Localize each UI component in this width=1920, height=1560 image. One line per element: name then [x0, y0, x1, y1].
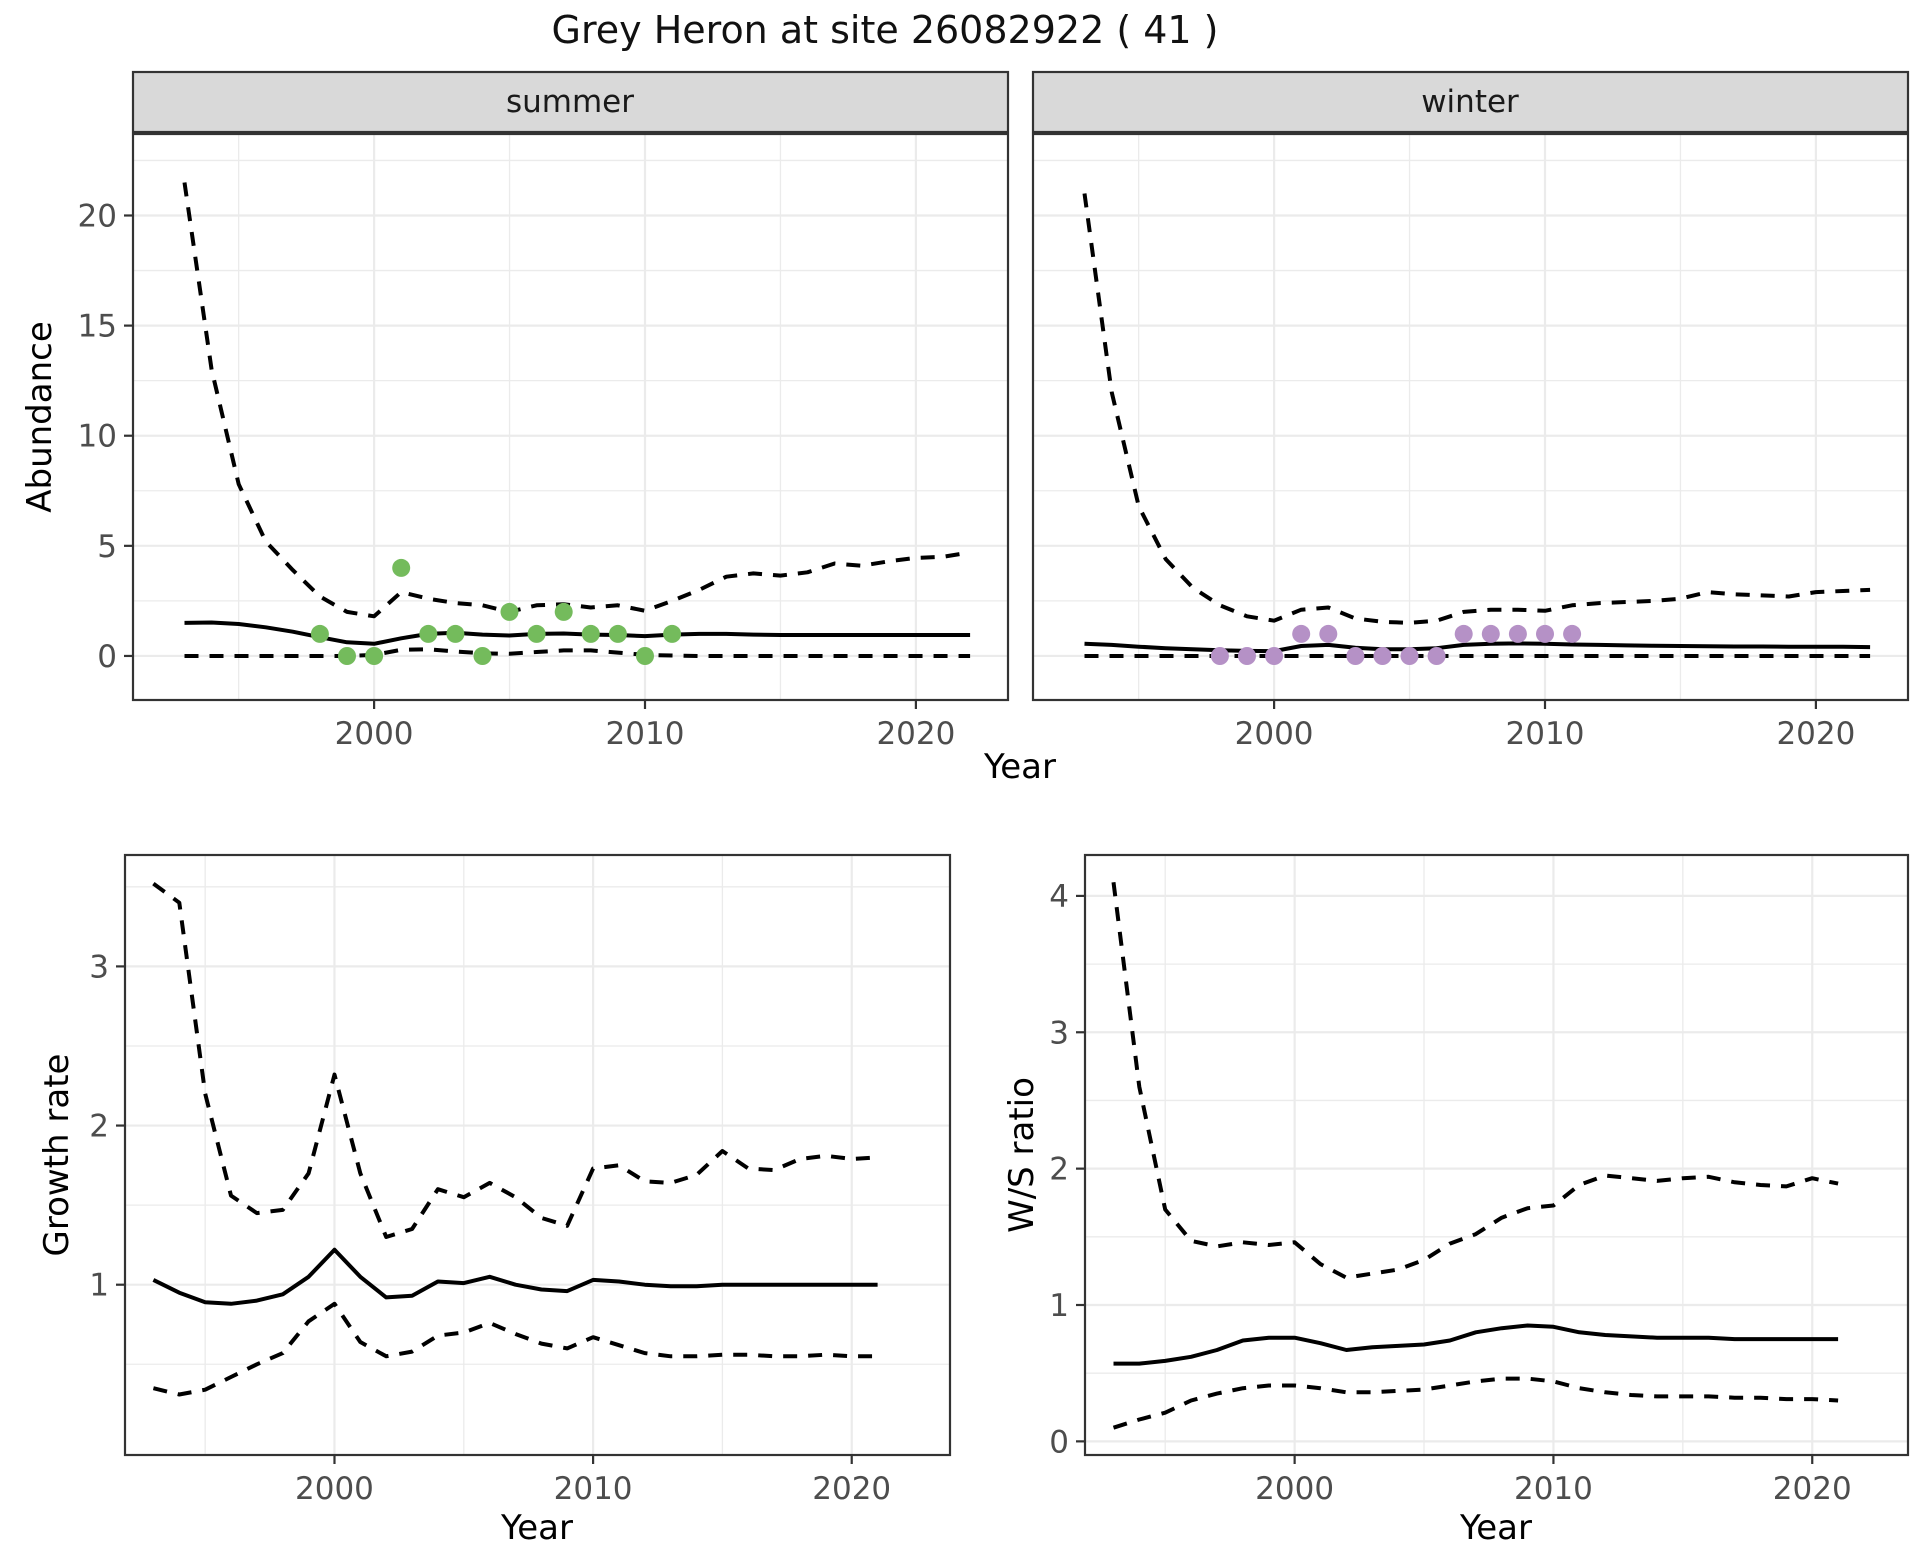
growth-rate-y-axis-title: Growth rate: [37, 1053, 77, 1257]
abundance-y-axis-title: Abundance: [20, 321, 60, 513]
summer-observation-point: [338, 647, 356, 665]
winter-observation-point: [1373, 647, 1392, 665]
y-tick-label: 1: [1049, 1288, 1069, 1324]
summer-observation-point: [446, 624, 465, 643]
facet-strip-summer: [131, 70, 1010, 134]
growth-rate-panel-background: [125, 855, 950, 1455]
summer-panel: 2000 2010 2020 0 5 10 15 20: [78, 132, 1010, 752]
growth-rate-fit-line: [152, 1247, 878, 1306]
x-tick-label: 2010: [554, 1471, 633, 1507]
winter-observation-point: [1400, 647, 1419, 665]
ws-ratio-data-layer: [1111, 882, 1839, 1430]
summer-observation-point: [310, 624, 329, 643]
winter-panel-background: [1033, 134, 1908, 700]
summer-panel-background: [133, 134, 1008, 700]
summer-observation-point: [581, 624, 600, 643]
winter-observation-point: [1563, 624, 1582, 643]
summer-lower_ci-line: [184, 647, 971, 658]
y-tick-label: 0: [97, 639, 117, 675]
y-tick-label: 10: [78, 419, 117, 455]
winter-observation-point: [1292, 624, 1311, 643]
winter-observation-point: [1238, 647, 1256, 665]
growth-rate-x-axis-title: Year: [501, 1508, 573, 1548]
y-tick-label: 2: [1049, 1152, 1069, 1188]
y-tick-label: 3: [1049, 1015, 1069, 1051]
winter-observation-point: [1265, 647, 1284, 665]
winter-data-layer: [1082, 193, 1871, 665]
summer-observation-point: [365, 647, 384, 665]
y-tick-label: 4: [1049, 879, 1069, 915]
ws-ratio-x-axis-title: Year: [1460, 1508, 1532, 1548]
summer-panel-border: [131, 132, 1010, 702]
abundance-x-axis-title: Year: [984, 747, 1056, 787]
chart-title: Grey Heron at site 26082922 ( 41 ): [551, 8, 1219, 52]
summer-observation-point: [500, 602, 519, 621]
winter-observation-point: [1319, 624, 1338, 643]
y-tick-label: 1: [89, 1268, 109, 1304]
winter-observation-point: [1427, 647, 1446, 665]
growth-rate-data-layer: [152, 881, 878, 1397]
winter-axis-ticks: 2000 2010 2020: [1235, 700, 1855, 752]
ws-ratio-gridlines: [1085, 855, 1908, 1455]
winter-observation-point: [1346, 647, 1365, 665]
summer-observation-point: [419, 624, 438, 643]
winter-panel-border: [1031, 132, 1910, 702]
ws-ratio-panel-border: [1083, 853, 1910, 1457]
ws-ratio-y-axis-title: W/S ratio: [1002, 1077, 1042, 1233]
winter-panel: 2000 2010 2020: [1031, 132, 1910, 752]
x-tick-label: 2020: [1776, 716, 1855, 752]
y-tick-label: 0: [1049, 1424, 1069, 1460]
x-tick-label: 2010: [1514, 1471, 1593, 1507]
winter-observation-point: [1508, 624, 1527, 643]
x-tick-label: 2000: [1235, 716, 1314, 752]
winter-observation-point: [1481, 624, 1500, 643]
y-tick-label: 15: [78, 309, 117, 345]
growth-rate-panel-border: [123, 853, 952, 1457]
summer-data-layer: [182, 182, 971, 665]
ws-ratio-panel-background: [1085, 855, 1908, 1455]
y-tick-label: 5: [97, 529, 117, 565]
x-tick-label: 2020: [876, 716, 955, 752]
x-tick-label: 2000: [335, 716, 414, 752]
summer-observation-point: [527, 624, 546, 643]
y-tick-label: 20: [78, 198, 117, 234]
facet-strip-winter: [1031, 70, 1910, 134]
growth-rate-panel: 2000 2010 2020 1 2 3: [89, 853, 952, 1507]
ws-ratio-upper_ci-line: [1111, 882, 1839, 1280]
x-tick-label: 2000: [295, 1471, 374, 1507]
winter-upper_ci-line: [1082, 193, 1871, 625]
summer-observation-point: [636, 647, 654, 665]
winter-observation-point: [1210, 647, 1229, 665]
growth-rate-upper_ci-line: [152, 881, 878, 1239]
x-tick-label: 2020: [812, 1471, 891, 1507]
winter-observation-point: [1454, 624, 1473, 643]
summer-observation-point: [392, 558, 411, 577]
ws-ratio-axis-ticks: 2000 2010 2020 0 1 2 3 4: [1049, 879, 1851, 1507]
summer-observation-point: [554, 602, 573, 621]
x-tick-label: 2010: [1506, 716, 1585, 752]
summer-observation-point: [473, 647, 492, 665]
summer-axis-ticks: 2000 2010 2020 0 5 10 15 20: [78, 198, 956, 752]
x-tick-label: 2010: [606, 716, 685, 752]
summer-gridlines: [133, 134, 1008, 700]
growth-rate-axis-ticks: 2000 2010 2020 1 2 3: [89, 949, 891, 1507]
winter-observation-point: [1536, 624, 1554, 643]
x-tick-label: 2000: [1255, 1471, 1334, 1507]
facet-strip-label-winter: winter: [1421, 84, 1519, 120]
facet-strip-label-summer: summer: [505, 84, 635, 120]
ws-ratio-lower_ci-line: [1112, 1376, 1839, 1430]
summer-observation-point: [663, 624, 682, 643]
x-tick-label: 2020: [1773, 1471, 1852, 1507]
y-tick-label: 3: [89, 949, 109, 985]
growth-rate-lower_ci-line: [152, 1301, 878, 1397]
growth-rate-gridlines: [125, 855, 950, 1455]
y-tick-label: 2: [89, 1109, 109, 1145]
ws-ratio-fit-line: [1113, 1323, 1839, 1366]
summer-observation-point: [608, 624, 627, 643]
ws-ratio-panel: 2000 2010 2020 0 1 2 3 4: [1049, 853, 1910, 1507]
